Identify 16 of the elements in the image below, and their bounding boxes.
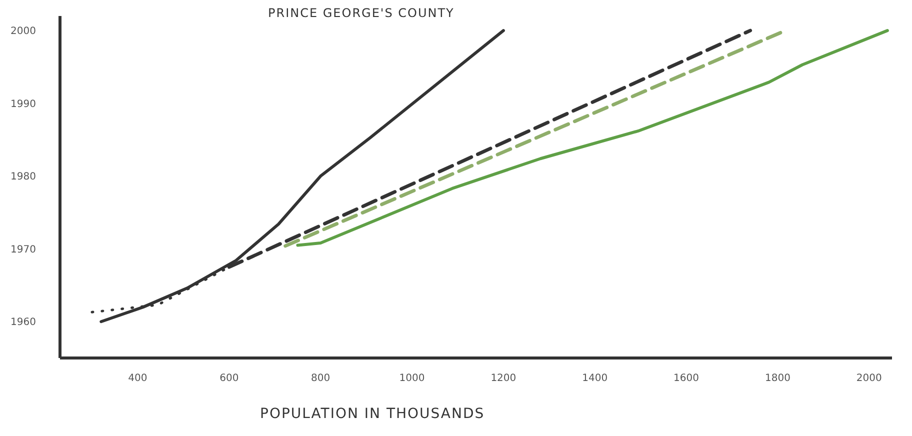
x-tick-label: 1600 [674, 373, 700, 384]
x-tick-label: 2000 [856, 373, 882, 384]
chart-title: PRINCE GEORGE'S COUNTY [268, 6, 454, 20]
x-tick-label: 800 [311, 373, 330, 384]
y-tick-label: 1960 [10, 317, 36, 328]
x-tick-label: 600 [220, 373, 239, 384]
y-tick-label: 2000 [10, 26, 36, 38]
y-tick-label: 1970 [10, 244, 36, 256]
x-tick-label: 1400 [582, 373, 608, 384]
x-tick-label: 1000 [399, 373, 425, 384]
x-tick-label: 1800 [764, 373, 790, 384]
y-tick-label: 1980 [10, 172, 36, 183]
x-tick-label: 1200 [490, 373, 516, 384]
x-tick-label: 400 [128, 373, 148, 384]
x-axis-title: POPULATION IN THOUSANDS [260, 406, 485, 422]
y-tick-label: 1990 [10, 98, 36, 110]
